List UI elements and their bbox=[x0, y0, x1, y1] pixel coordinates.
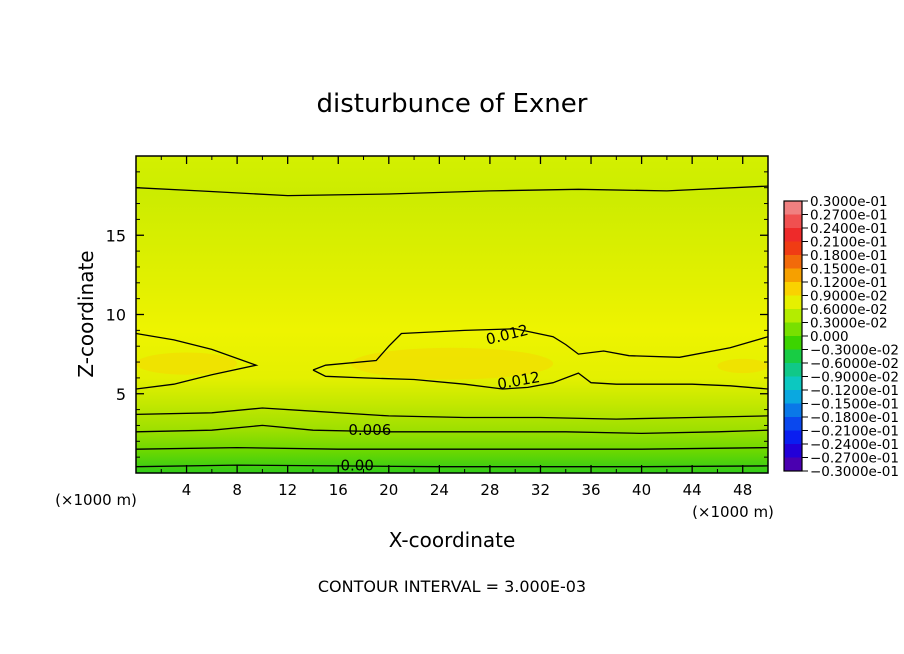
colorbar-swatch bbox=[784, 228, 802, 242]
colorbar-label: 0.1500e-01 bbox=[810, 262, 888, 278]
y-tick-label: 15 bbox=[106, 226, 126, 245]
colorbar-label: −0.6000e-02 bbox=[810, 356, 899, 372]
colorbar-label: −0.2400e-01 bbox=[810, 437, 899, 453]
colorbar-swatch bbox=[784, 444, 802, 458]
colorbar-swatch bbox=[784, 214, 802, 229]
colorbar-label: 0.3000e-01 bbox=[810, 194, 888, 210]
x-tick-label: 8 bbox=[232, 481, 242, 499]
colorbar-label: 0.2100e-01 bbox=[810, 235, 888, 251]
colorbar-label: 0.1200e-01 bbox=[810, 275, 888, 291]
x-tick-label: 24 bbox=[430, 481, 449, 499]
colorbar-swatch bbox=[784, 322, 802, 337]
colorbar-label: −0.2700e-01 bbox=[810, 451, 899, 467]
colorbar-label: −0.1200e-01 bbox=[810, 383, 899, 399]
colorbar-label: 0.2400e-01 bbox=[810, 221, 888, 237]
y-tick-label: 10 bbox=[106, 306, 126, 325]
x-tick-label: 16 bbox=[329, 481, 348, 499]
colorbar: 0.3000e-010.2700e-010.2400e-010.2100e-01… bbox=[783, 194, 899, 480]
x-tick-label: 12 bbox=[278, 481, 297, 499]
contour-line bbox=[136, 424, 768, 435]
x-tick-label: 20 bbox=[379, 481, 398, 499]
colorbar-label: 0.3000e-02 bbox=[810, 316, 888, 332]
colorbar-swatch bbox=[784, 241, 802, 256]
contour-line bbox=[312, 328, 768, 371]
colorbar-swatch bbox=[784, 201, 802, 215]
colorbar-label: 0.2700e-01 bbox=[810, 208, 888, 224]
colorbar-label: −0.3000e-02 bbox=[810, 343, 899, 359]
x-unit-left: (×1000 m) bbox=[55, 491, 137, 509]
x-tick-label: 32 bbox=[531, 481, 550, 499]
colorbar-swatch bbox=[784, 457, 802, 472]
field-background bbox=[136, 156, 768, 473]
colorbar-swatch bbox=[784, 430, 802, 445]
colorbar-label: 0.6000e-02 bbox=[810, 302, 888, 318]
colorbar-swatch bbox=[784, 336, 802, 350]
colorbar-swatch bbox=[784, 309, 802, 323]
contour-label: 0.006 bbox=[348, 421, 391, 439]
colorbar-label: −0.1500e-01 bbox=[810, 397, 899, 413]
x-tick-label: 4 bbox=[182, 481, 192, 499]
colorbar-swatch bbox=[784, 390, 802, 404]
y-axis-label: Z-coordinate bbox=[74, 250, 98, 377]
x-tick-label: 44 bbox=[683, 481, 702, 499]
y-tick-label: 5 bbox=[116, 385, 126, 404]
colorbar-label: −0.3000e-01 bbox=[810, 464, 899, 480]
colorbar-label: −0.2100e-01 bbox=[810, 424, 899, 440]
x-tick-label: 48 bbox=[733, 481, 752, 499]
colorbar-swatch bbox=[784, 363, 802, 377]
colorbar-label: −0.9000e-02 bbox=[810, 370, 899, 386]
x-axis-label: X-coordinate bbox=[389, 528, 516, 552]
colorbar-swatch bbox=[784, 349, 802, 364]
chart-title: disturbunce of Exner bbox=[317, 89, 588, 119]
x-tick-label: 40 bbox=[632, 481, 651, 499]
contour-label: 0.00 bbox=[340, 456, 373, 474]
x-tick-label: 36 bbox=[581, 481, 600, 499]
contour-interval-note: CONTOUR INTERVAL = 3.000E-03 bbox=[318, 577, 586, 596]
colorbar-swatch bbox=[784, 268, 802, 283]
colorbar-label: 0.000 bbox=[810, 329, 849, 345]
colorbar-swatch bbox=[784, 417, 802, 431]
contour-line bbox=[136, 407, 768, 420]
colorbar-swatch bbox=[784, 282, 802, 296]
colorbar-swatch bbox=[784, 403, 802, 418]
x-unit-right: (×1000 m) bbox=[692, 503, 774, 521]
colorbar-label: 0.9000e-02 bbox=[810, 289, 888, 305]
colorbar-label: −0.1800e-01 bbox=[810, 410, 899, 426]
colorbar-swatch bbox=[784, 295, 802, 310]
x-tick-label: 28 bbox=[480, 481, 499, 499]
plot-area bbox=[136, 156, 768, 473]
colorbar-swatch bbox=[784, 376, 802, 391]
colorbar-label: 0.1800e-01 bbox=[810, 248, 888, 264]
colorbar-swatch bbox=[784, 255, 802, 269]
contour-line bbox=[136, 332, 259, 390]
contour-line bbox=[136, 446, 768, 450]
contour-line bbox=[312, 369, 768, 390]
contour-line bbox=[136, 185, 768, 197]
